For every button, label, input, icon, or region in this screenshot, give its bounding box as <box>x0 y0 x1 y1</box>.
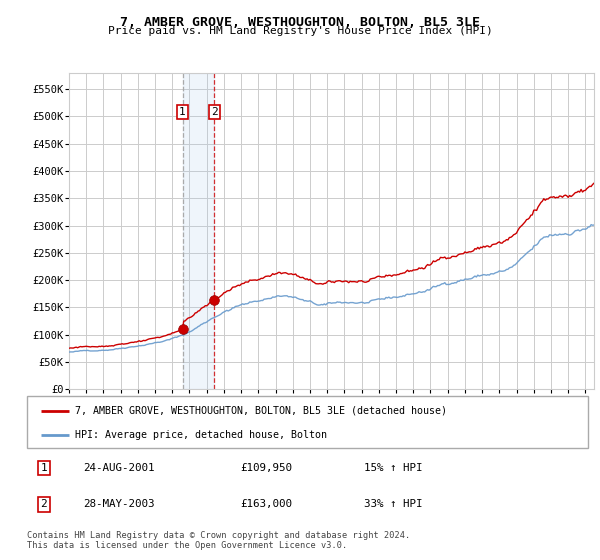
Text: 33% ↑ HPI: 33% ↑ HPI <box>364 499 422 509</box>
Text: Price paid vs. HM Land Registry's House Price Index (HPI): Price paid vs. HM Land Registry's House … <box>107 26 493 36</box>
Text: 7, AMBER GROVE, WESTHOUGHTON, BOLTON, BL5 3LE: 7, AMBER GROVE, WESTHOUGHTON, BOLTON, BL… <box>120 16 480 29</box>
Text: £109,950: £109,950 <box>240 463 292 473</box>
Text: 15% ↑ HPI: 15% ↑ HPI <box>364 463 422 473</box>
Text: 1: 1 <box>179 107 186 117</box>
Text: 2: 2 <box>40 499 47 509</box>
Text: Contains HM Land Registry data © Crown copyright and database right 2024.
This d: Contains HM Land Registry data © Crown c… <box>27 531 410 550</box>
Text: 1: 1 <box>40 463 47 473</box>
FancyBboxPatch shape <box>27 396 588 448</box>
Text: 7, AMBER GROVE, WESTHOUGHTON, BOLTON, BL5 3LE (detached house): 7, AMBER GROVE, WESTHOUGHTON, BOLTON, BL… <box>74 406 446 416</box>
Text: HPI: Average price, detached house, Bolton: HPI: Average price, detached house, Bolt… <box>74 430 326 440</box>
Text: 2: 2 <box>211 107 218 117</box>
Bar <box>184 73 214 389</box>
Text: £163,000: £163,000 <box>240 499 292 509</box>
Text: 24-AUG-2001: 24-AUG-2001 <box>83 463 155 473</box>
Text: 28-MAY-2003: 28-MAY-2003 <box>83 499 155 509</box>
